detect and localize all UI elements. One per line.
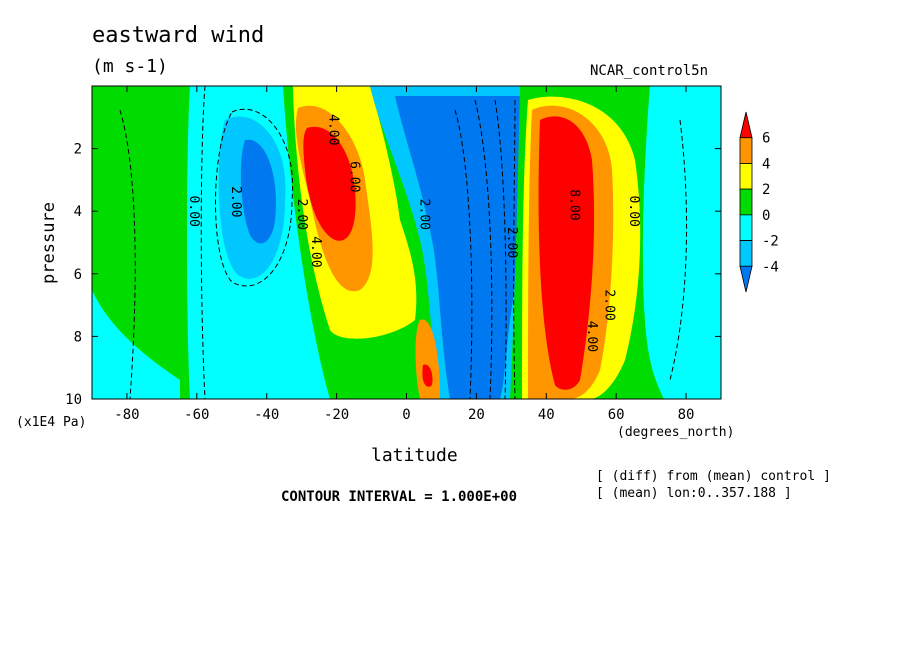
y-tick-label-1: 4 [74, 204, 82, 220]
colorbar-label-2: 2 [762, 182, 770, 198]
y-axis-unit: (x1E4 Pa) [16, 415, 87, 430]
contour-label-2: 2.00 [294, 199, 309, 230]
contour-label-1: 2.00 [228, 186, 243, 217]
colorbar-label-4: -2 [762, 234, 779, 250]
contour-lines [119, 86, 688, 399]
contour-line-1 [200, 86, 206, 399]
contour-line-7 [669, 119, 688, 381]
fill-green-southpole [92, 86, 190, 399]
diff-note: [ (diff) from (mean) control ] [596, 469, 831, 484]
colorbar-bin-0 [739, 111, 753, 139]
x-tick-label-2: -40 [254, 407, 279, 423]
fill-orange-equator [415, 319, 440, 399]
x-tick-label-8: 80 [678, 407, 695, 423]
dataset-name: NCAR_control5n [590, 63, 709, 79]
y-tick-label-4: 10 [65, 392, 82, 408]
contour-fills [92, 86, 721, 399]
x-tick-label-1: -60 [184, 407, 209, 423]
x-tick-label-5: 20 [468, 407, 485, 423]
x-tick-label-3: -20 [324, 407, 349, 423]
contour-line-3 [454, 109, 473, 399]
x-axis-label: latitude [371, 445, 458, 466]
contour-line-5 [494, 99, 507, 399]
colorbar-label-3: 0 [762, 208, 770, 224]
colorbar-bin-2 [739, 163, 753, 190]
colorbar-label-1: 4 [762, 156, 770, 172]
contour-label-5: 4.00 [308, 236, 323, 267]
contour-line-0 [119, 109, 136, 399]
contour-label-0: 0.00 [186, 196, 201, 227]
fill-red-northjet [538, 116, 595, 390]
contour-label-7: 2.00 [504, 227, 519, 258]
contour-line-6 [513, 99, 516, 399]
contour-label-10: 2.00 [602, 289, 617, 320]
contour-label-4: 6.00 [347, 161, 362, 192]
colorbar-bin-6 [739, 265, 753, 293]
fill-red-equator [422, 364, 433, 387]
chart-units: (m s-1) [92, 56, 168, 77]
colorbar-label-5: -4 [762, 259, 779, 275]
colorbar-label-0: 6 [762, 131, 770, 147]
contour-label-11: 4.00 [584, 321, 599, 352]
chart-title: eastward wind [92, 23, 265, 48]
fill-blue-equator [395, 96, 525, 399]
fill-cyan-southpole-lower [92, 290, 180, 399]
mean-note: [ (mean) lon:0..357.188 ] [596, 486, 792, 501]
x-tick-label-7: 60 [608, 407, 625, 423]
contour-line-4 [474, 99, 493, 399]
y-tick-label-3: 8 [74, 329, 82, 345]
contour-label-6: 2.00 [416, 199, 431, 230]
fill-blue-south [240, 139, 276, 244]
x-tick-label-4: 0 [402, 407, 410, 423]
fill-cyan-northpole [642, 86, 721, 399]
colorbar-bin-5 [739, 240, 753, 267]
colorbar-bin-4 [739, 214, 753, 241]
x-tick-label-6: 40 [538, 407, 555, 423]
contour-label-3: 4.00 [326, 114, 341, 145]
contour-line-2 [215, 108, 294, 287]
y-tick-label-2: 6 [74, 267, 82, 283]
contour-label-9: 0.00 [626, 196, 641, 227]
y-tick-label-0: 2 [74, 142, 82, 158]
colorbar-bin-1 [739, 137, 753, 164]
x-tick-label-0: -80 [114, 407, 139, 423]
contour-label-8: 8.00 [567, 189, 582, 220]
x-axis-unit: (degrees_north) [617, 425, 735, 440]
contour-interval: CONTOUR INTERVAL = 1.000E+00 [281, 489, 518, 505]
fill-red-southjet [303, 126, 356, 241]
colorbar-bin-3 [739, 188, 753, 216]
